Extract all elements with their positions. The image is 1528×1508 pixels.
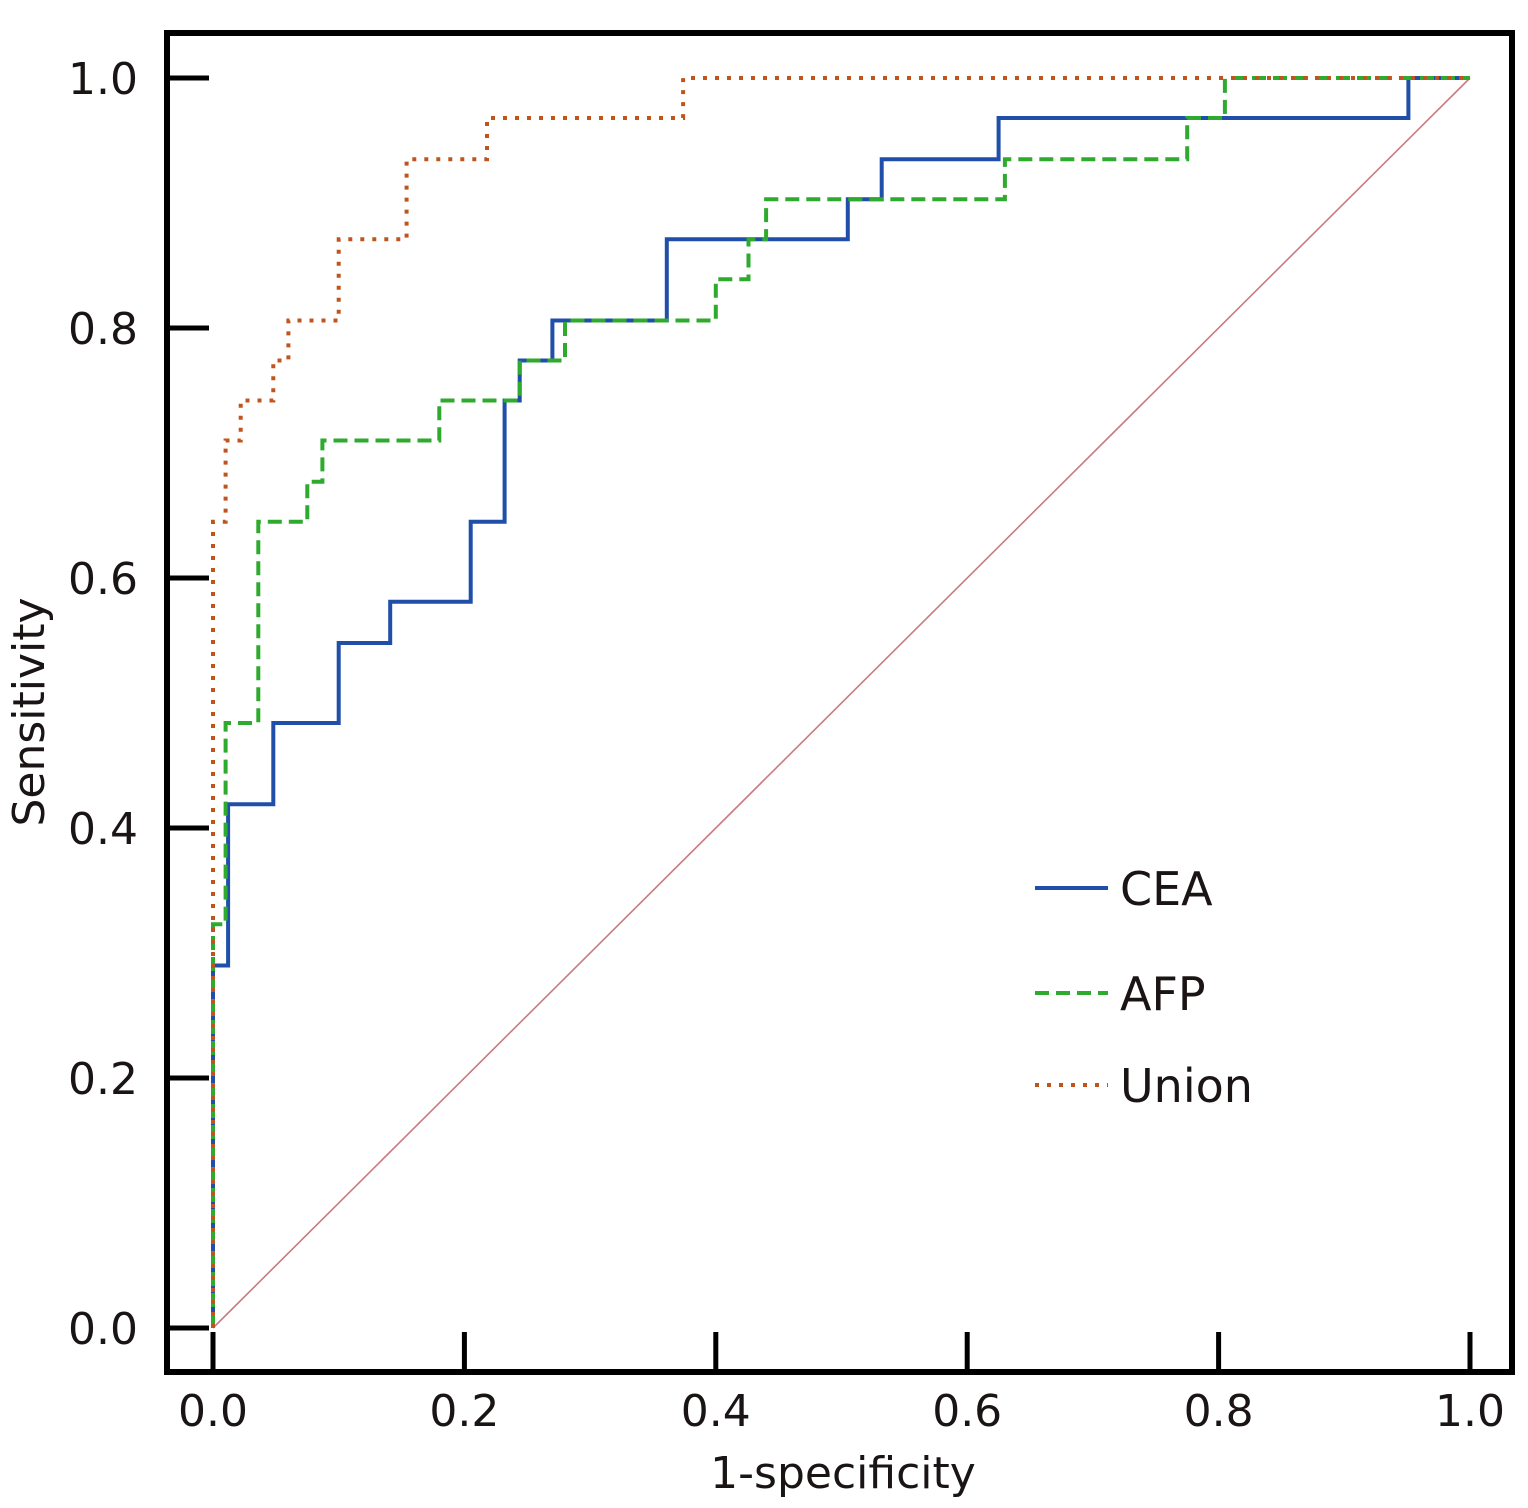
x-tick-label: 0.6 [932, 1386, 1002, 1437]
series-cea-line [211, 76, 1470, 1328]
y-tick-label: 1.0 [68, 54, 138, 105]
legend-label-cea: CEA [1120, 862, 1213, 916]
series-layer [211, 76, 1471, 1329]
y-tick-label: 0.4 [68, 804, 138, 855]
x-tick-label: 1.0 [1435, 1386, 1505, 1437]
y-tick-label: 0.6 [68, 554, 138, 605]
plot-frame [164, 30, 1515, 1375]
legend: CEA AFP Union [1035, 862, 1253, 1113]
legend-label-union: Union [1120, 1059, 1253, 1113]
x-axis-ticks: 0.0 0.2 0.4 0.6 0.8 1.0 [178, 1332, 1505, 1437]
x-tick-label: 0.4 [681, 1386, 751, 1437]
x-tick-label: 0.0 [178, 1386, 248, 1437]
y-tick-label: 0.0 [68, 1304, 138, 1355]
y-axis-ticks: 0.0 0.2 0.4 0.6 0.8 1.0 [68, 54, 209, 1355]
y-axis-title: Sensitivity [4, 597, 55, 826]
legend-label-afp: AFP [1120, 967, 1206, 1021]
x-tick-label: 0.8 [1184, 1386, 1254, 1437]
y-tick-label: 0.2 [68, 1054, 138, 1105]
x-tick-label: 0.2 [429, 1386, 499, 1437]
x-axis-title: 1-specificity [710, 1448, 976, 1499]
series-reference-line [212, 77, 1471, 1329]
y-tick-label: 0.8 [68, 304, 138, 355]
series-afp-line [211, 76, 1470, 1328]
series-union-line [211, 76, 1470, 1328]
